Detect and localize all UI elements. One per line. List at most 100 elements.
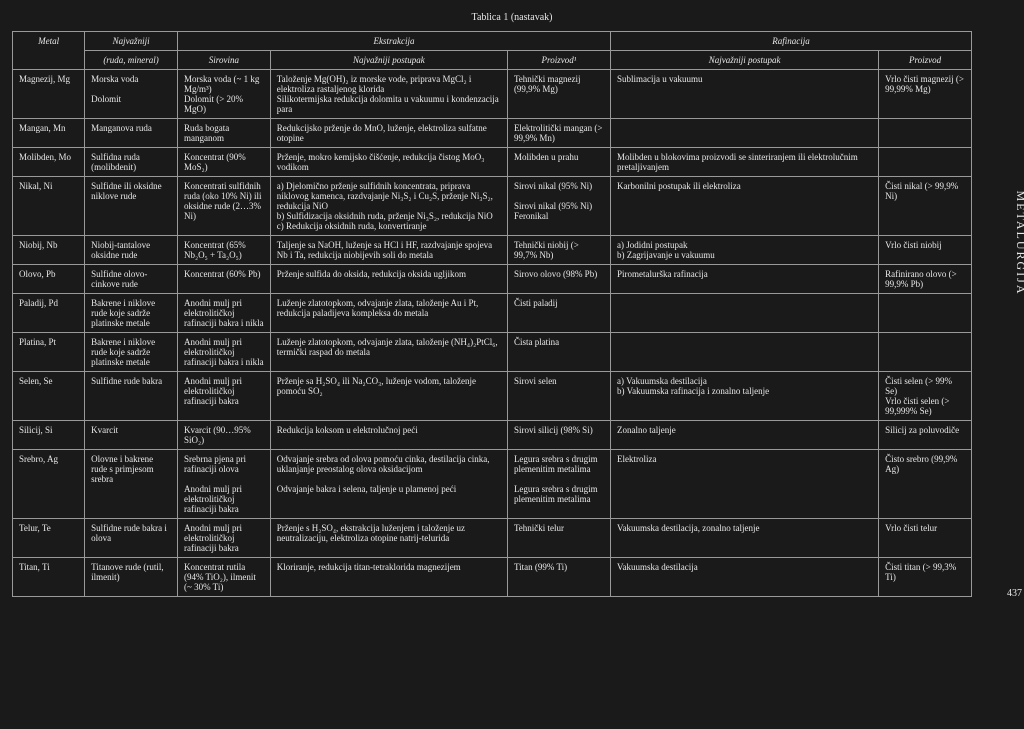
table-row: Niobij, NbNiobij-tantalove oksidne rudeK… [13,236,972,265]
cell-mineral: Bakrene i niklove rude koje sadrže plati… [85,333,178,372]
cell-rproizvod [879,333,972,372]
cell-sirovina: Srebrna pjena pri rafinaciji olova Anodn… [177,450,270,519]
cell-proizvod: Tehnički telur [507,519,610,558]
cell-proizvod: Sirovo olovo (98% Pb) [507,265,610,294]
cell-rproizvod: Silicij za poluvodiče [879,421,972,450]
cell-metal: Silicij, Si [13,421,85,450]
cell-proizvod: Čista platina [507,333,610,372]
cell-rproizvod [879,294,972,333]
table-row: Paladij, PdBakrene i niklove rude koje s… [13,294,972,333]
th-mineral-top: Najvažniji [85,32,178,51]
cell-metal: Molibden, Mo [13,148,85,177]
cell-postupak: Taloženje Mg(OH)₂ iz morske vode, pripra… [270,70,507,119]
cell-proizvod: Legura srebra s drugim plemenitim metali… [507,450,610,519]
cell-proizvod: Tehnički magnezij (99,9% Mg) [507,70,610,119]
cell-rpostupak: Elektroliza [611,450,879,519]
cell-sirovina: Koncentrat (90% MoS₂) [177,148,270,177]
cell-sirovina: Koncentrat (60% Pb) [177,265,270,294]
cell-rpostupak [611,294,879,333]
cell-sirovina: Kvarcit (90…95% SiO₂) [177,421,270,450]
cell-proizvod: Sirovi silicij (98% Si) [507,421,610,450]
cell-postupak: Taljenje sa NaOH, luženje sa HCl i HF, r… [270,236,507,265]
page-number: 437 [1007,588,1022,599]
cell-proizvod: Sirovi nikal (95% Ni) Sirovi nikal (95% … [507,177,610,236]
cell-rproizvod: Vrlo čisti magnezij (> 99,99% Mg) [879,70,972,119]
table-row: Platina, PtBakrene i niklove rude koje s… [13,333,972,372]
metallurgy-table: Metal Najvažniji Ekstrakcija Rafinacija … [12,31,972,597]
cell-sirovina: Anodni mulj pri elektrolitičkoj rafinaci… [177,372,270,421]
table-row: Mangan, MnManganova rudaRuda bogata mang… [13,119,972,148]
table-row: Molibden, MoSulfidna ruda (molibdenit)Ko… [13,148,972,177]
table-row: Olovo, PbSulfidne olovo-cinkove rudeKonc… [13,265,972,294]
table-caption: Tablica 1 (nastavak) [12,12,1012,23]
cell-metal: Selen, Se [13,372,85,421]
cell-rproizvod [879,119,972,148]
cell-rpostupak: Pirometalurška rafinacija [611,265,879,294]
cell-mineral: Olovne i bakrene rude s primjesom srebra [85,450,178,519]
cell-rpostupak [611,333,879,372]
th-rproizvod: Proizvod [879,51,972,70]
cell-postupak: Odvajanje srebra od olova pomoću cinka, … [270,450,507,519]
cell-metal: Titan, Ti [13,558,85,597]
cell-mineral: Manganova ruda [85,119,178,148]
table-row: Selen, SeSulfidne rude bakraAnodni mulj … [13,372,972,421]
cell-postupak: Luženje zlatotopkom, odvajanje zlata, ta… [270,333,507,372]
table-row: Magnezij, MgMorska voda DolomitMorska vo… [13,70,972,119]
cell-sirovina: Koncentrat (65% Nb₂O₅ + Ta₂O₅) [177,236,270,265]
side-title: METALURGIJA [1013,190,1024,295]
cell-rpostupak: a) Vakuumska destilacija b) Vakuumska ra… [611,372,879,421]
cell-rpostupak: Sublimacija u vakuumu [611,70,879,119]
cell-metal: Nikal, Ni [13,177,85,236]
cell-rpostupak: Zonalno taljenje [611,421,879,450]
cell-proizvod: Titan (99% Ti) [507,558,610,597]
cell-metal: Srebro, Ag [13,450,85,519]
cell-sirovina: Morska voda (~ 1 kg Mg/m³) Dolomit (> 20… [177,70,270,119]
cell-mineral: Morska voda Dolomit [85,70,178,119]
cell-rpostupak: Vakuumska destilacija [611,558,879,597]
cell-mineral: Niobij-tantalove oksidne rude [85,236,178,265]
cell-postupak: Redukcija koksom u elektrolučnoj peći [270,421,507,450]
cell-sirovina: Anodni mulj pri elektrolitičkoj rafinaci… [177,333,270,372]
th-sirovina: Sirovina [177,51,270,70]
cell-sirovina: Ruda bogata manganom [177,119,270,148]
cell-rpostupak: Vakuumska destilacija, zonalno taljenje [611,519,879,558]
th-rafinacija: Rafinacija [611,32,972,51]
cell-postupak: Prženje s H₂SO₄, ekstrakcija luženjem i … [270,519,507,558]
table-row: Telur, TeSulfidne rude bakra i olovaAnod… [13,519,972,558]
cell-rproizvod: Čisto srebro (99,9% Ag) [879,450,972,519]
cell-mineral: Sulfidne olovo-cinkove rude [85,265,178,294]
cell-metal: Paladij, Pd [13,294,85,333]
table-row: Silicij, SiKvarcitKvarcit (90…95% SiO₂)R… [13,421,972,450]
table-row: Titan, TiTitanove rude (rutil, ilmenit)K… [13,558,972,597]
cell-rpostupak: a) Jodidni postupak b) Zagrijavanje u va… [611,236,879,265]
th-metal: Metal [13,32,85,70]
cell-proizvod: Čisti paladij [507,294,610,333]
cell-metal: Platina, Pt [13,333,85,372]
cell-rproizvod: Čisti nikal (> 99,9% Ni) [879,177,972,236]
cell-rpostupak: Molibden u blokovima proizvodi se sinter… [611,148,879,177]
table-row: Nikal, NiSulfidne ili oksidne niklove ru… [13,177,972,236]
cell-postupak: a) Djelomično prženje sulfidnih koncentr… [270,177,507,236]
cell-metal: Mangan, Mn [13,119,85,148]
cell-mineral: Kvarcit [85,421,178,450]
cell-rpostupak: Karbonilni postupak ili elektroliza [611,177,879,236]
cell-proizvod: Molibden u prahu [507,148,610,177]
cell-postupak: Prženje sa H₂SO₄ ili Na₂CO₃, luženje vod… [270,372,507,421]
th-postupak: Najvažniji postupak [270,51,507,70]
cell-proizvod: Tehnički niobij (> 99,7% Nb) [507,236,610,265]
cell-postupak: Luženje zlatotopkom, odvajanje zlata, ta… [270,294,507,333]
th-ekstrakcija: Ekstrakcija [177,32,610,51]
cell-mineral: Sulfidne rude bakra [85,372,178,421]
cell-sirovina: Anodni mulj pri elektrolitičkoj rafinaci… [177,519,270,558]
cell-mineral: Sulfidne rude bakra i olova [85,519,178,558]
cell-mineral: Bakrene i niklove rude koje sadrže plati… [85,294,178,333]
th-rpostupak: Najvažniji postupak [611,51,879,70]
table-row: Srebro, AgOlovne i bakrene rude s primje… [13,450,972,519]
cell-metal: Telur, Te [13,519,85,558]
th-proizvod1: Proizvod¹ [507,51,610,70]
cell-postupak: Redukcijsko prženje do MnO, luženje, ele… [270,119,507,148]
cell-rproizvod: Rafinirano olovo (> 99,9% Pb) [879,265,972,294]
cell-rproizvod: Čisti selen (> 99% Se) Vrlo čisti selen … [879,372,972,421]
cell-postupak: Prženje, mokro kemijsko čišćenje, redukc… [270,148,507,177]
cell-proizvod: Elektrolitički mangan (> 99,9% Mn) [507,119,610,148]
